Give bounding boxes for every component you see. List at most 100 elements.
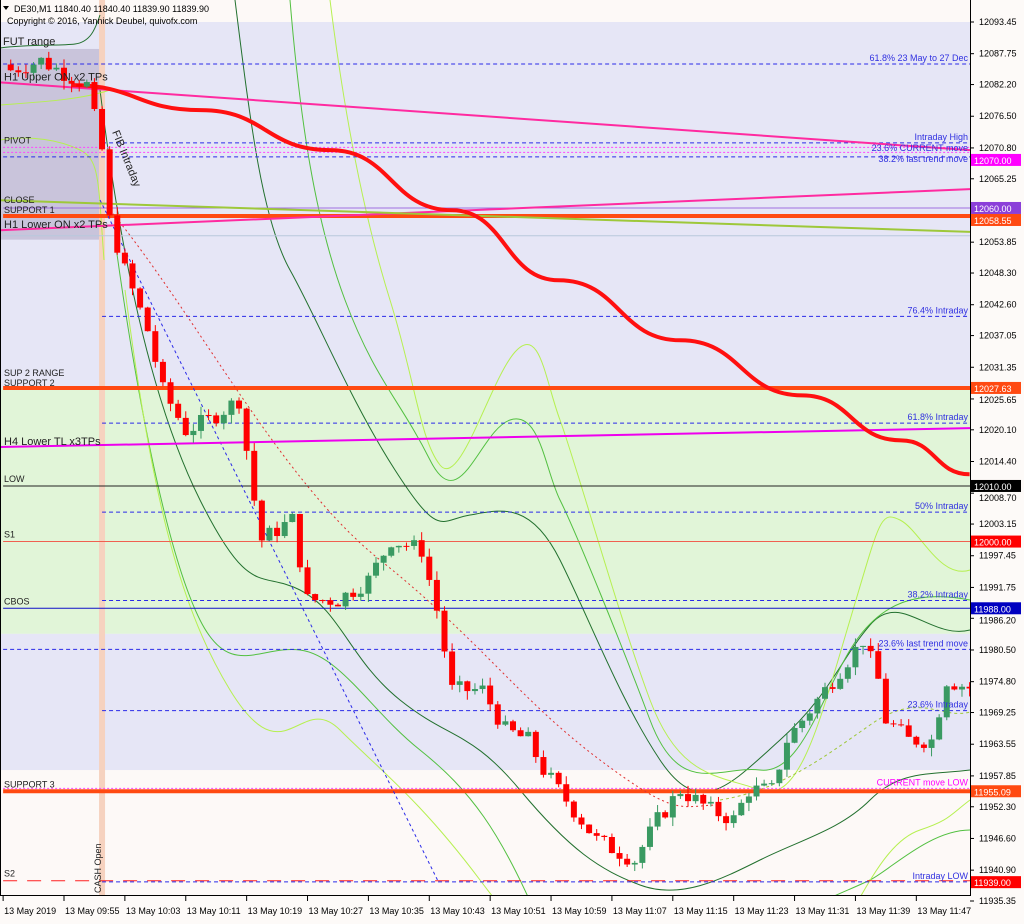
y-tick-label: 12003.15 [979,519,1017,529]
symbol-header: DE30,M1 11840.40 11840.40 11839.90 11839… [14,4,209,14]
candle [761,779,768,787]
candle [388,546,395,558]
candle [213,412,220,427]
candle-body [350,592,357,597]
candle-body [251,450,258,501]
collapse-triangle-icon[interactable] [3,6,9,10]
candle [936,714,943,741]
x-tick-label: 13 May 11:07 [613,906,667,916]
background-zones [0,0,970,895]
candle-body [540,757,547,775]
candle-body [266,527,273,541]
price-tag-label: 11988.00 [974,604,1011,614]
candle [76,79,83,92]
candle [83,79,90,89]
candle [730,810,737,828]
level-right-label: Intraday High [914,132,968,142]
candle-body [829,687,836,689]
candle [905,719,912,737]
candle [220,411,227,430]
level-left-label: S2 [4,869,15,879]
candle [350,588,357,601]
candle [540,750,547,778]
band-dark-lower [99,89,971,891]
price-tag [971,876,1021,889]
candle [167,378,174,412]
candle-body [236,400,243,409]
candle [532,730,539,763]
trendline-label: H1 Upper ON x2 TPs [4,71,108,83]
level-left-label: S1 [4,530,15,540]
candle-body [563,784,570,802]
x-tick-label: 13 May 10:35 [369,906,424,916]
candle [646,818,653,851]
price-tag [971,785,1021,798]
candle-body [30,64,37,73]
candle [7,59,14,72]
candle-body [943,686,950,718]
candle [814,696,821,719]
candle [418,532,425,563]
y-tick-label: 11952.30 [979,802,1016,812]
candle [837,673,844,690]
candle [334,603,341,607]
candle [578,813,585,830]
candle-body [905,725,912,737]
candle [852,638,859,676]
candle [403,542,410,551]
candle-body [669,796,676,818]
level-left-label: SUPPORT 3 [4,779,55,789]
cash-open-band [99,0,106,895]
candle [266,525,273,541]
candle-body [723,816,730,824]
level-right-label: 76.4% Intraday [907,305,968,315]
candle-body [411,540,418,546]
candle [494,701,501,729]
candle-body [365,575,372,594]
candle-body [578,817,585,825]
candle-body [936,717,943,740]
candle-body [525,731,532,737]
candle [654,805,661,831]
trendline [0,81,971,152]
y-tick-label: 12076.50 [979,111,1017,121]
band-mid-upper [289,0,971,774]
trendlines [0,81,971,449]
price-tag-label: 12070.00 [974,156,1012,166]
candle [700,793,707,810]
level-left-label-2: SUPPORT 2 [4,378,55,388]
candle-body [928,739,935,748]
candle-body [45,57,52,70]
candle-body [137,288,144,308]
candle [426,548,433,586]
level-left-label: SUP 2 RANGE [4,368,64,378]
candle-body [22,72,29,74]
candle [487,677,494,711]
candle-body [494,704,501,725]
trendline-label: H1 Lower ON x2 TPs [4,219,108,231]
candle-body [837,678,844,689]
candle-body [532,731,539,758]
candle-body [555,772,562,785]
price-tag [971,479,1021,492]
level-left-label: CBOS [4,596,30,606]
y-tick-label: 12037.05 [979,331,1017,341]
candle-body [7,64,14,71]
price-tag-label: 11939.00 [974,878,1011,888]
candle [114,207,121,255]
candle-body [502,721,509,725]
price-tag [971,381,1021,394]
candle [327,597,334,612]
y-tick-label: 11940.90 [979,865,1016,875]
y-tick-label: 11997.45 [979,551,1016,561]
zone-1 [0,387,970,634]
candle-body [677,794,684,797]
candle [677,790,684,799]
candle [251,443,258,506]
trendline [0,427,971,449]
candle [53,63,60,71]
candle [304,559,311,596]
candle [479,678,486,694]
candle [548,767,555,779]
